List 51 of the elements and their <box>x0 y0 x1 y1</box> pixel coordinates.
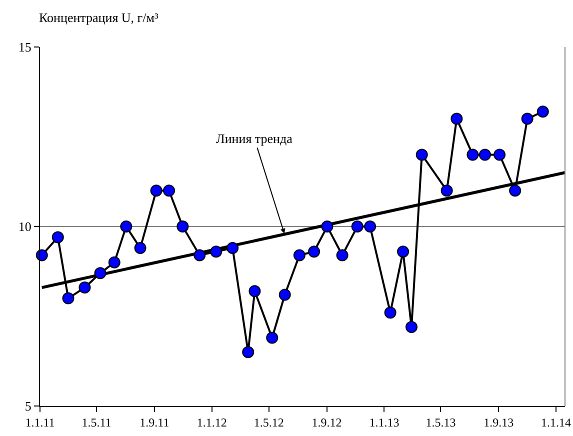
y-tick-label: 10 <box>18 219 32 234</box>
point <box>321 220 334 232</box>
point <box>364 220 376 232</box>
point <box>94 267 106 280</box>
point <box>248 285 261 298</box>
point <box>450 112 463 125</box>
point <box>210 246 222 258</box>
point <box>416 148 428 161</box>
y-tick-label: 15 <box>18 40 32 55</box>
point <box>226 242 239 254</box>
y-tick-label: 5 <box>24 398 32 414</box>
x-tick-label: 1.5.11 <box>82 415 112 430</box>
point <box>108 256 120 268</box>
point <box>509 184 522 197</box>
annotation: Линия тренда <box>216 131 293 146</box>
point <box>194 249 206 262</box>
x-tick-label: 1.9.12 <box>312 415 342 430</box>
point <box>36 249 48 262</box>
point <box>308 246 320 258</box>
x-tick-label: 1.1.14 <box>541 415 572 430</box>
x-tick-label: 1.9.13 <box>484 415 514 430</box>
point <box>266 332 278 344</box>
point <box>478 148 491 161</box>
point <box>494 148 506 161</box>
point <box>397 246 410 258</box>
x-tick-label: 1.1.11 <box>25 415 55 430</box>
point <box>120 220 132 232</box>
x-tick-label: 1.1.12 <box>196 415 227 430</box>
x-tick-label: 1.5.13 <box>426 415 456 430</box>
y-axis-title: Концентрация U, г/м³ <box>39 10 158 25</box>
x-tick-label: 1.5.12 <box>254 415 284 430</box>
point <box>176 220 189 232</box>
point <box>536 106 549 118</box>
point <box>62 292 74 304</box>
point <box>293 249 306 262</box>
point <box>384 306 396 319</box>
point <box>278 288 291 301</box>
x-tick-label: 1.9.11 <box>140 415 170 430</box>
point <box>351 220 364 232</box>
x-tick-label: 1.1.13 <box>369 415 400 430</box>
point <box>466 148 479 161</box>
point <box>78 282 91 294</box>
point <box>336 249 348 262</box>
point <box>521 112 534 125</box>
point <box>440 184 453 197</box>
point <box>134 242 146 254</box>
point <box>150 184 162 197</box>
point <box>52 231 64 244</box>
point <box>242 346 254 358</box>
point <box>406 321 418 334</box>
point <box>163 184 176 197</box>
